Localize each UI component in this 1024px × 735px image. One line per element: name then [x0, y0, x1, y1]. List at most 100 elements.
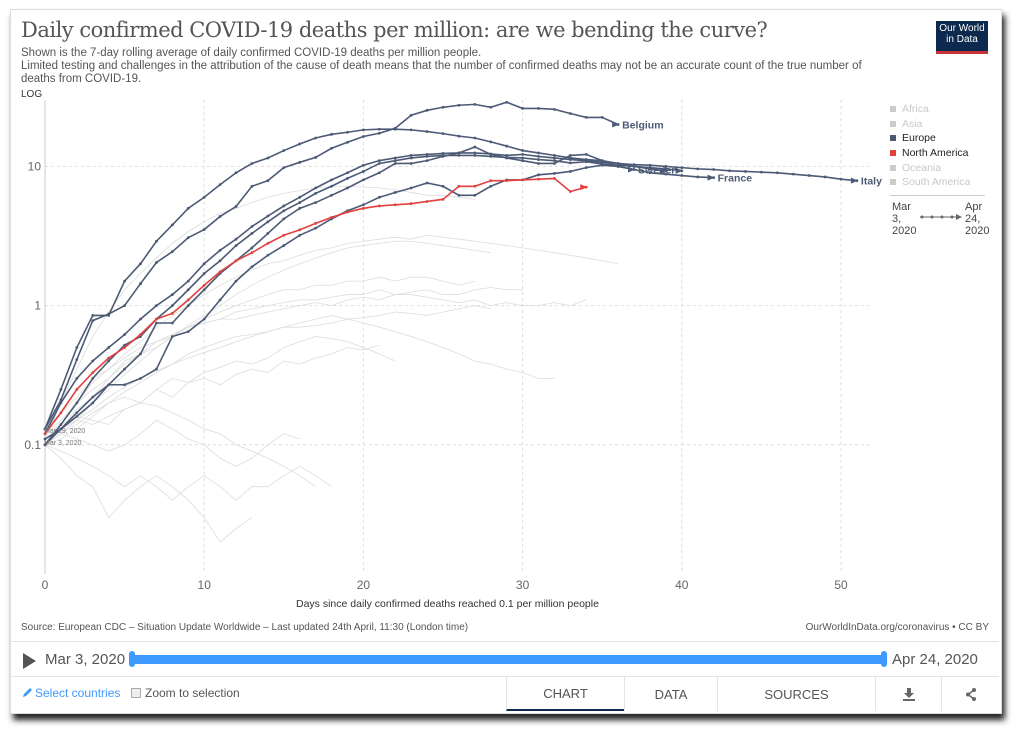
data-point	[377, 162, 381, 165]
data-point	[409, 156, 413, 160]
data-point	[441, 153, 445, 157]
data-point	[537, 155, 540, 158]
data-point	[568, 170, 572, 173]
play-icon[interactable]	[23, 653, 36, 669]
data-point	[59, 401, 63, 405]
data-point	[425, 108, 429, 112]
series-line	[44, 146, 714, 440]
background-series-line	[44, 344, 380, 435]
data-point	[314, 201, 318, 204]
data-point	[457, 151, 461, 155]
data-point	[139, 262, 142, 266]
data-point	[664, 165, 668, 168]
data-point	[537, 162, 540, 165]
data-point	[553, 177, 556, 180]
data-point	[425, 130, 429, 133]
x-tick-label: 20	[357, 578, 371, 592]
series-label: Belgium	[622, 120, 663, 132]
data-point	[807, 174, 811, 177]
checkbox-icon[interactable]	[131, 688, 141, 698]
data-point	[266, 241, 270, 245]
data-point	[346, 210, 349, 214]
data-point	[91, 401, 95, 405]
data-point	[457, 153, 461, 157]
tab-sources[interactable]: SOURCES	[717, 677, 875, 711]
data-point	[91, 359, 95, 363]
timeline-start-date: Mar 3, 2020	[45, 651, 126, 668]
start-date-annotation: Mar 19, 2020	[44, 428, 85, 435]
legend-label: Europe	[902, 132, 936, 145]
zoom-to-selection-checkbox[interactable]: Zoom to selection	[131, 686, 240, 700]
source-note[interactable]: Source: European CDC – Situation Update …	[21, 622, 469, 633]
series-unlabeled-4	[43, 127, 668, 431]
data-point	[330, 184, 333, 188]
data-point	[473, 193, 477, 197]
data-point	[186, 298, 190, 302]
data-point	[59, 423, 63, 426]
data-point	[298, 206, 302, 210]
data-point	[139, 376, 142, 380]
download-button[interactable]	[875, 677, 941, 711]
data-point	[505, 179, 509, 183]
share-button[interactable]	[941, 677, 1000, 711]
timeline-end-handle[interactable]	[881, 651, 887, 667]
owid-logo[interactable]: Our World in Data	[936, 21, 988, 54]
data-point	[202, 288, 206, 292]
legend-item-south-america[interactable]: South America	[890, 175, 970, 190]
legend-item-africa[interactable]: Africa	[890, 102, 970, 117]
legend-label: Oceania	[902, 161, 942, 174]
legend-label: Asia	[902, 117, 923, 130]
data-point	[346, 140, 349, 144]
data-point	[584, 152, 588, 156]
data-point	[441, 197, 445, 201]
legend-item-europe[interactable]: Europe	[890, 131, 970, 146]
log-scale-toggle[interactable]: LOG	[21, 89, 43, 100]
data-point	[537, 151, 540, 155]
data-point	[282, 217, 286, 221]
range-start-label: Mar 3, 2020	[892, 201, 917, 237]
data-point	[186, 236, 190, 240]
credit-link[interactable]: OurWorldInData.org/coronavirus • CC BY	[805, 622, 989, 633]
data-point	[234, 259, 238, 263]
data-point	[457, 184, 461, 188]
x-axis-label: Days since daily confirmed deaths reache…	[296, 598, 599, 610]
data-point	[170, 335, 174, 338]
data-point	[362, 128, 365, 132]
data-point	[250, 162, 254, 165]
data-point	[314, 186, 318, 190]
data-point	[664, 167, 668, 171]
tab-data[interactable]: DATA	[624, 677, 717, 711]
data-point	[505, 100, 509, 104]
legend-item-north-america[interactable]: North America	[890, 146, 970, 161]
data-point	[521, 159, 524, 163]
data-point	[218, 183, 222, 187]
series-end-arrow	[675, 167, 683, 174]
data-point	[505, 144, 509, 148]
y-tick-label: 1	[34, 299, 41, 313]
data-point	[155, 239, 158, 243]
data-point	[123, 367, 126, 371]
data-point	[91, 314, 95, 317]
data-point	[521, 178, 524, 182]
x-tick-label: 10	[198, 578, 212, 592]
data-point	[393, 156, 397, 160]
data-point	[298, 201, 302, 204]
select-countries-button[interactable]: Select countries	[21, 686, 120, 700]
legend-item-asia[interactable]: Asia	[890, 117, 970, 132]
data-point	[75, 358, 79, 361]
data-point	[202, 195, 206, 199]
data-point	[170, 321, 174, 325]
data-point	[330, 193, 333, 197]
data-point	[266, 214, 270, 218]
data-point	[266, 232, 270, 235]
timeline-slider[interactable]	[131, 655, 886, 664]
data-point	[330, 178, 333, 182]
data-point	[537, 107, 540, 110]
timeline-start-handle[interactable]	[129, 651, 135, 667]
tab-chart[interactable]: CHART	[506, 677, 624, 711]
data-point	[234, 244, 238, 247]
data-point	[75, 346, 79, 349]
data-point	[282, 233, 286, 237]
legend-item-oceania[interactable]: Oceania	[890, 160, 970, 175]
legend-swatch	[890, 106, 896, 113]
